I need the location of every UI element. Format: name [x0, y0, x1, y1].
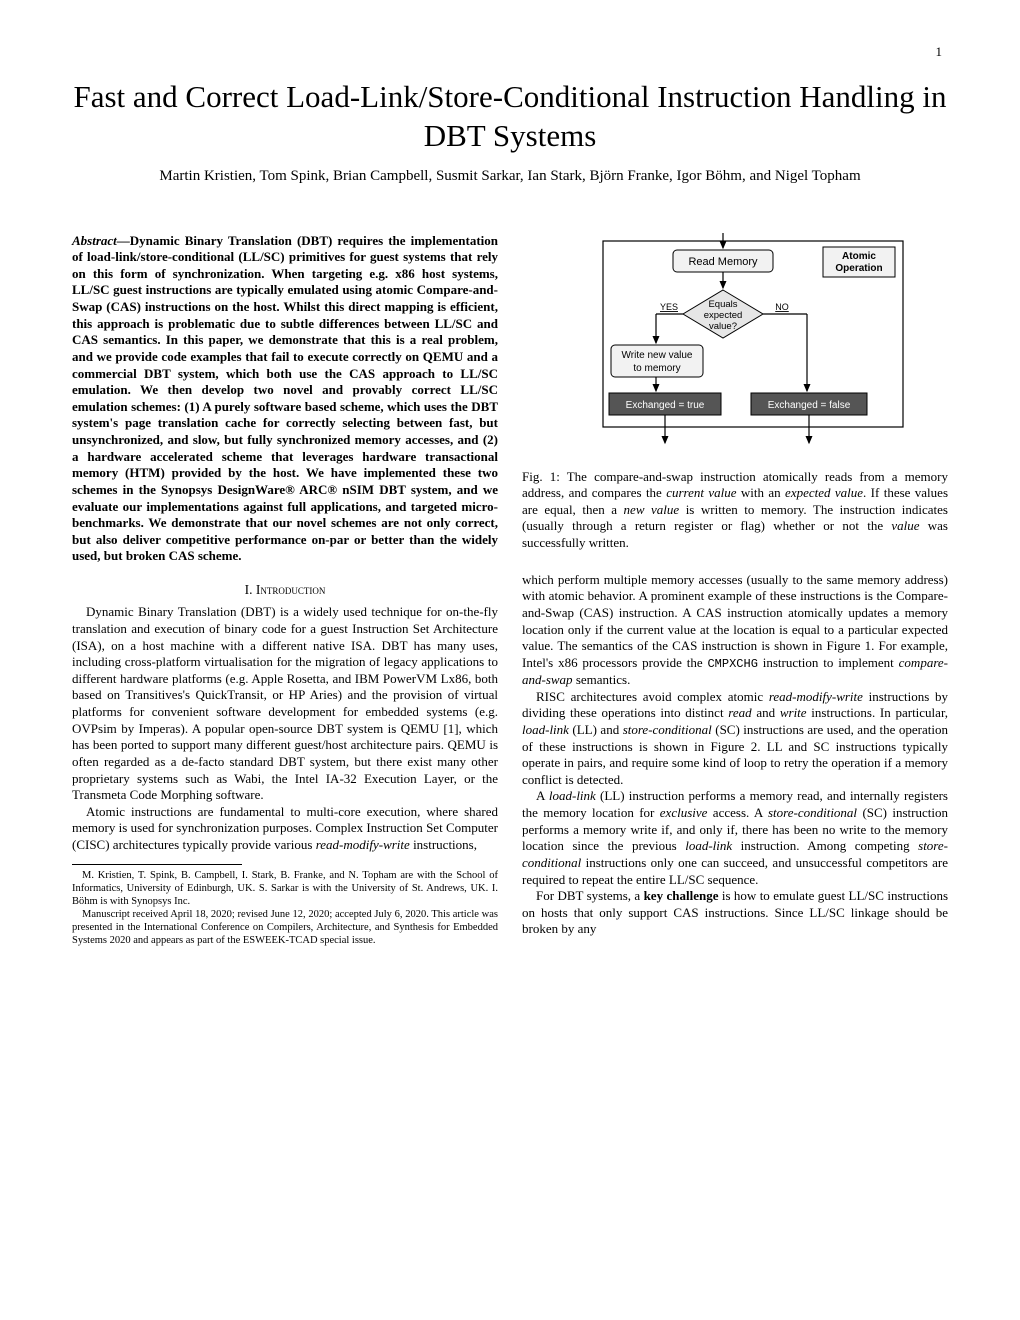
svg-text:NO: NO	[775, 302, 789, 312]
left-column: Abstract—Dynamic Binary Translation (DBT…	[72, 233, 498, 948]
figure-1: Read Memory Atomic Operation Equals expe…	[522, 233, 948, 552]
svg-text:Atomic: Atomic	[842, 251, 876, 262]
col2-paragraph-3: A load-link (LL) instruction performs a …	[522, 788, 948, 888]
svg-text:Equals: Equals	[708, 299, 737, 310]
col2-paragraph-4: For DBT systems, a key challenge is how …	[522, 888, 948, 938]
figure-1-diagram: Read Memory Atomic Operation Equals expe…	[545, 233, 925, 463]
footnote-2: Manuscript received April 18, 2020; revi…	[72, 908, 498, 947]
svg-text:to memory: to memory	[633, 363, 680, 374]
fig1-read-memory-label: Read Memory	[688, 256, 758, 268]
paper-title: Fast and Correct Load-Link/Store-Conditi…	[72, 78, 948, 156]
svg-text:YES: YES	[660, 302, 678, 312]
page-number: 1	[936, 44, 943, 60]
abstract-label: Abstract	[72, 233, 117, 248]
section-heading-intro: I. Introduction	[72, 581, 498, 598]
figure-1-caption: Fig. 1: The compare-and-swap instruction…	[522, 469, 948, 552]
intro-paragraph-2: Atomic instructions are fundamental to m…	[72, 804, 498, 854]
svg-text:expected: expected	[704, 310, 743, 321]
svg-text:Operation: Operation	[835, 263, 882, 274]
two-column-layout: Abstract—Dynamic Binary Translation (DBT…	[72, 233, 948, 948]
col2-paragraph-1: which perform multiple memory accesses (…	[522, 572, 948, 689]
footnote-1: M. Kristien, T. Spink, B. Campbell, I. S…	[72, 869, 498, 908]
svg-text:value?: value?	[709, 321, 737, 332]
svg-text:Exchanged = false: Exchanged = false	[768, 400, 851, 411]
abstract: Abstract—Dynamic Binary Translation (DBT…	[72, 233, 498, 566]
col2-paragraph-2: RISC architectures avoid complex atomic …	[522, 689, 948, 789]
authors: Martin Kristien, Tom Spink, Brian Campbe…	[72, 166, 948, 187]
intro-paragraph-1: Dynamic Binary Translation (DBT) is a wi…	[72, 604, 498, 804]
svg-text:Write new value: Write new value	[622, 350, 693, 361]
footnote-rule	[72, 864, 242, 865]
svg-text:Exchanged = true: Exchanged = true	[626, 400, 705, 411]
abstract-text: —Dynamic Binary Translation (DBT) requir…	[72, 233, 498, 564]
right-column: Read Memory Atomic Operation Equals expe…	[522, 233, 948, 948]
